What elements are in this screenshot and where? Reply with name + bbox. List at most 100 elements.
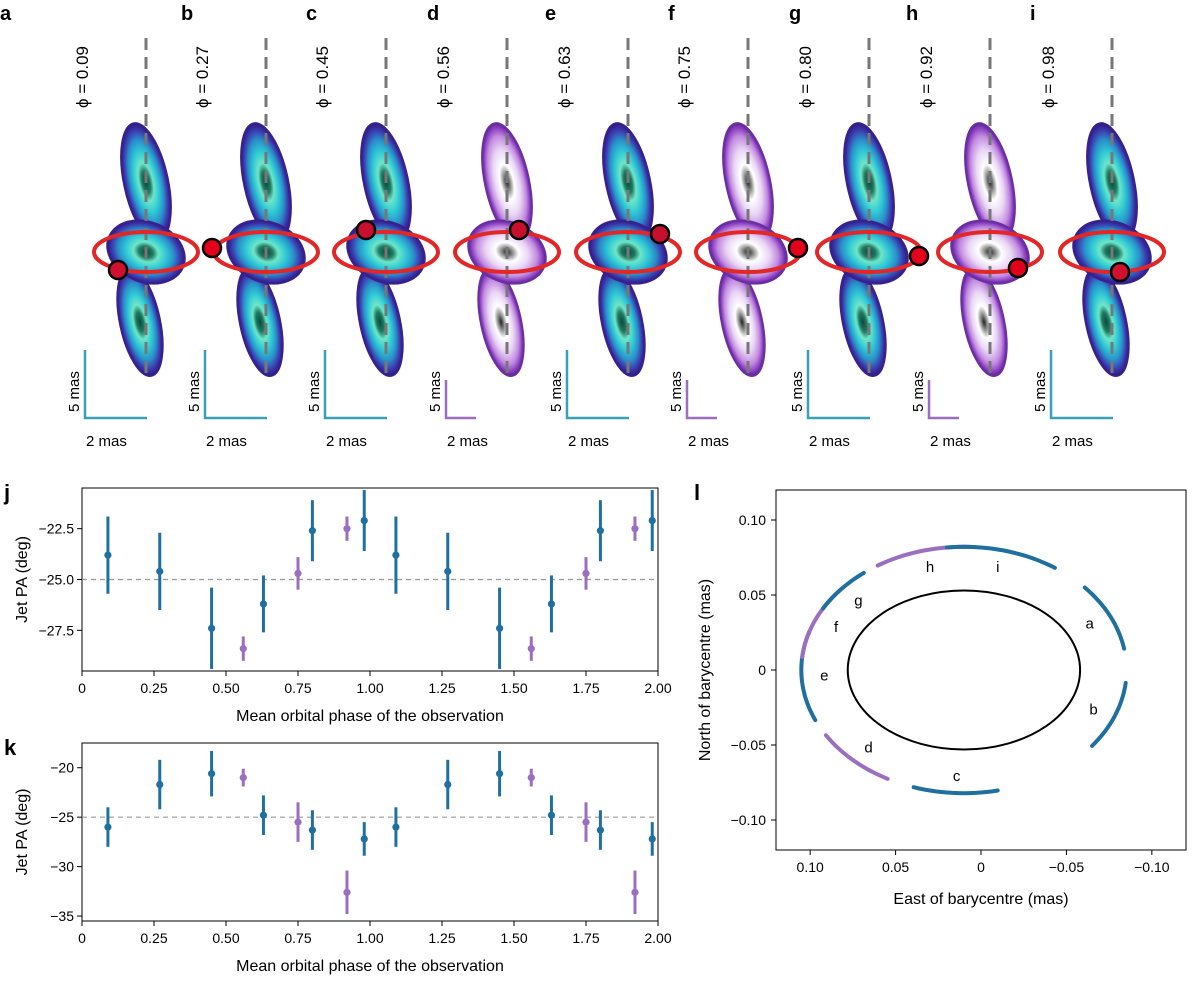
- x-tick-label: 2.00: [644, 930, 671, 946]
- panel-d: d ϕ = 0.56 5 mas 2 mas: [427, 3, 561, 450]
- scale-bar: [927, 380, 959, 420]
- data-point: [239, 645, 247, 653]
- scale-bar: [685, 380, 717, 420]
- data-point: [392, 551, 400, 559]
- companion-dot: [649, 223, 671, 245]
- scale-x-label: 2 mas: [326, 433, 367, 450]
- panel-j-jet-pa-chart: j 0 0.25 0.50 0.75 1.00 1.25 1.50 1.75 2.00 −22.5 −…: [3, 480, 672, 725]
- y-axis-label: Jet PA (deg): [14, 789, 31, 876]
- scale-y-label: 5 mas: [1032, 371, 1049, 412]
- data-point: [547, 600, 556, 608]
- data-point: [156, 780, 164, 789]
- scale-bar: [203, 350, 267, 420]
- arc-i: [944, 544, 1057, 570]
- panel-b: b ϕ = 0.27 5 mas 2 mas: [181, 3, 320, 450]
- scale-bar: [444, 380, 476, 420]
- panel-e: e ϕ = 0.63 5 mas 2 mas: [545, 3, 682, 450]
- data-point: [527, 645, 535, 653]
- panel-i: i ϕ = 0.98 5 mas 2 mas: [1030, 3, 1166, 450]
- x-tick-label: 1.50: [500, 680, 527, 696]
- panel-letter-f: f: [668, 3, 675, 25]
- scale-x-label: 2 mas: [568, 433, 609, 450]
- data-point: [156, 567, 164, 575]
- x-tick-label: 1.25: [428, 930, 455, 946]
- data-point: [343, 888, 351, 896]
- arc-label-e: e: [820, 668, 828, 685]
- panel-letter-b: b: [181, 3, 193, 25]
- data-point: [308, 826, 316, 834]
- scale-y-label: 5 mas: [66, 371, 83, 412]
- phase-label: ϕ = 0.63: [555, 46, 574, 108]
- x-tick-label: 0: [78, 930, 86, 946]
- orbit-ellipse: [846, 589, 1082, 751]
- phase-label: ϕ = 0.80: [796, 46, 815, 108]
- x-tick-label: 1.50: [500, 930, 527, 946]
- data-point: [631, 525, 639, 533]
- companion-dot: [355, 219, 377, 241]
- x-tick-label: 0.75: [284, 930, 311, 946]
- x-tick-label: 0.50: [212, 680, 239, 696]
- scale-x-label: 2 mas: [688, 433, 729, 450]
- panel-l-orbit-chart: l 0.10 0.05 0 −0.05 −0.10 0.10 0.05 0 −0.05 −0.10 E…: [694, 480, 1187, 908]
- data-point: [208, 770, 216, 778]
- x-tick-label: 0: [78, 680, 86, 696]
- companion-dot: [787, 237, 809, 259]
- phase-label: ϕ = 0.92: [917, 46, 936, 108]
- data-point: [259, 811, 268, 819]
- orbit-ring: [92, 230, 200, 274]
- data-point: [596, 527, 605, 535]
- y-tick-label: 0.05: [739, 587, 766, 603]
- x-tick-label: 1.75: [572, 680, 599, 696]
- y-tick-label: −22.5: [39, 521, 75, 537]
- orbit-ring: [453, 230, 561, 274]
- panel-letter-h: h: [906, 3, 918, 25]
- data-point: [631, 888, 639, 896]
- arc-label-f: f: [834, 619, 839, 636]
- arc-label-g: g: [854, 592, 862, 609]
- data-point: [360, 516, 368, 525]
- data-point: [596, 826, 605, 834]
- y-tick-label: 0.10: [739, 512, 766, 528]
- y-tick-label: −20: [50, 760, 74, 776]
- data-point: [294, 818, 302, 826]
- companion-dot: [1109, 261, 1131, 283]
- panel-letter-c: c: [306, 3, 317, 25]
- panel-c: c ϕ = 0.45 5 mas 2 mas: [306, 3, 440, 450]
- plot-frame: [81, 742, 659, 922]
- data-point: [648, 835, 656, 843]
- panel-letter-j: j: [3, 480, 10, 505]
- scale-bar: [1049, 350, 1113, 420]
- panel-letter-k: k: [4, 735, 17, 760]
- scale-x-label: 2 mas: [206, 433, 247, 450]
- panel-letter-d: d: [427, 3, 439, 25]
- data-point: [648, 516, 656, 525]
- panel-letter-i: i: [1030, 3, 1036, 25]
- panel-letter-a: a: [0, 3, 12, 25]
- scale-bar: [565, 350, 629, 420]
- x-axis-label: East of barycentre (mas): [893, 891, 1068, 908]
- phase-label: ϕ = 0.98: [1039, 46, 1058, 108]
- y-tick-label: −25: [50, 809, 74, 825]
- phase-label: ϕ = 0.75: [675, 46, 694, 108]
- data-point: [496, 624, 504, 632]
- y-tick-label: −0.10: [731, 812, 767, 828]
- scale-x-label: 2 mas: [86, 433, 127, 450]
- scale-y-label: 5 mas: [789, 371, 806, 412]
- companion-dot: [1007, 257, 1029, 279]
- panel-g: g ϕ = 0.80 5 mas 2 mas: [789, 3, 930, 450]
- scale-x-label: 2 mas: [930, 433, 971, 450]
- arc-label-b: b: [1089, 702, 1097, 719]
- phase-label: ϕ = 0.45: [313, 46, 332, 108]
- data-point: [308, 527, 316, 535]
- y-tick-label: −30: [50, 859, 74, 875]
- x-tick-label: 2.00: [644, 680, 671, 696]
- arc-label-a: a: [1085, 616, 1094, 633]
- companion-dot: [107, 259, 129, 281]
- x-tick-label: 1.25: [428, 680, 455, 696]
- scale-bar: [323, 350, 387, 420]
- arc-b: [1090, 680, 1128, 748]
- data-point: [444, 780, 452, 789]
- arc-d: [824, 733, 890, 781]
- x-tick-label: 0.05: [882, 859, 909, 875]
